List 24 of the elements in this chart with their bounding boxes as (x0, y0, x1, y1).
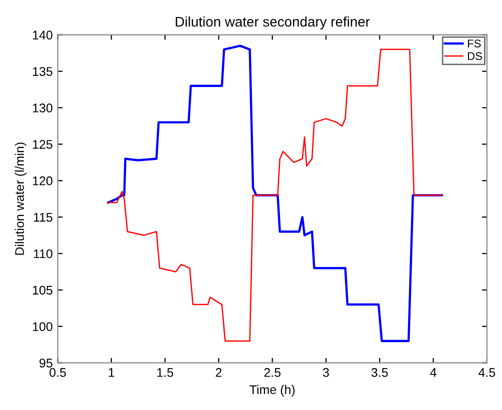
x-tick-label: 3.5 (371, 368, 388, 377)
x-axis-title: Time (h) (250, 384, 295, 397)
legend-label: FS (468, 40, 481, 48)
x-tick-label: 0.5 (50, 368, 66, 377)
legend-label: DS (468, 52, 482, 60)
x-tick-label: 3 (322, 368, 329, 377)
y-tick-label: 135 (32, 67, 52, 76)
y-tick-label: 105 (32, 286, 52, 295)
y-tick-label: 120 (32, 176, 52, 186)
y-tick-label: 125 (32, 140, 52, 149)
y-tick-label: 100 (32, 322, 52, 332)
y-tick-label: 140 (32, 30, 52, 40)
chart-title: Dilution water secondary refiner (176, 16, 370, 30)
x-tick-label: 2.5 (264, 368, 280, 377)
x-tick-label: 1.5 (157, 368, 174, 377)
y-axis-title: Dilution water (l/min) (14, 142, 26, 255)
y-tick-label: 130 (32, 104, 52, 112)
x-tick-label: 4.5 (478, 368, 496, 377)
y-tick-label: 110 (34, 249, 52, 258)
x-tick-label: 2 (216, 368, 222, 377)
x-tick-label: 1 (108, 368, 114, 377)
y-tick-label: 95 (40, 358, 52, 368)
x-tick-label: 4 (430, 368, 436, 377)
y-tick-label: 115 (34, 213, 52, 222)
